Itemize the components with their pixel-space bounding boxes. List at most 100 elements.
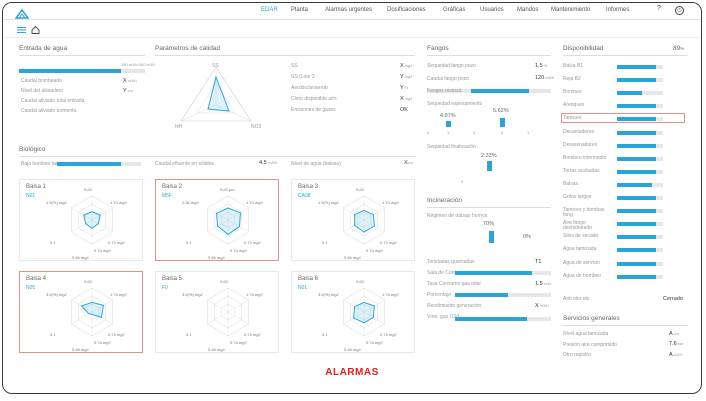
home-icon[interactable] (31, 25, 40, 34)
basin-radar-label: 0.46 mg/l (72, 347, 89, 352)
calidad-row-label: SS (291, 63, 298, 69)
disp-item-label: Tamices y bombas fang (563, 207, 605, 219)
entrada-row-value: Xm3/h (123, 78, 137, 84)
radar-axis (227, 219, 249, 233)
servicio-row-value: Acm (669, 331, 679, 337)
biologico-mid-num: 4.5 (259, 160, 267, 166)
incin-row-label: Tasa Consumo gas total (427, 281, 481, 287)
fangos-sub3: Sequedad finalización (427, 144, 476, 150)
radar-series (83, 211, 101, 230)
basin-radar-label: 1.74 mg/l (246, 200, 263, 205)
basin-radar (342, 195, 386, 245)
app-window: EDAR Planta Alarmas urgentes Dosificacio… (2, 2, 702, 394)
basin-card[interactable]: Balsa 2 M5F 0.63 μm 1.74 mg/l 2.56 mg/l 9.1 0.… (155, 179, 279, 261)
basin-radar (70, 195, 114, 245)
basin-card[interactable]: Balsa 6 N01 0.63 1.74 mg/l 3.5(%) mg/l 9.1 0.7… (291, 271, 415, 353)
biologico-mid-value: 4.5 m3/h (259, 160, 277, 166)
disp-item-bar (617, 104, 657, 109)
servicios-title: Servicios generales (563, 315, 620, 322)
alarm-banner[interactable]: ALARMAS (325, 367, 379, 378)
disp-item-bar (617, 248, 657, 253)
basin-radar-label: 3.5(%) mg/l (182, 292, 203, 297)
power-icon[interactable]: ⏻ (675, 6, 684, 15)
basin-card[interactable]: Balsa 3 CA08 0.63 1.74 mg/l 1.5(%) mg/l 9.1 0.… (291, 179, 415, 261)
servicio-row-label: Presión aire comprimido (563, 341, 617, 348)
disponibilidad-title: Disponibilidad (563, 45, 604, 52)
biologico-right-label: Nivel de agua (balsas) (291, 161, 341, 167)
radar-axis (343, 219, 365, 233)
biologico-right-unit: cm (407, 160, 414, 165)
fangos-title: Fangos (427, 45, 449, 52)
radar-axis (91, 311, 113, 325)
incineracion-pct-b: 0% (523, 234, 531, 240)
basin-radar-label: 0.63 (356, 187, 364, 192)
basin-radar-label: 9.1 (322, 332, 328, 337)
entrada-row-value-unit: m3/h (127, 77, 137, 83)
basin-card[interactable]: Balsa 4 N05 0.63 1.74 mg/l 3.5(%) mg/l 9.1 0.7… (19, 271, 143, 353)
entrada-bar (19, 69, 121, 73)
incin-row-value-number: X (535, 302, 539, 309)
nav-item-mantenimiento[interactable]: Mantenimiento (551, 7, 591, 13)
calidad-row-value-number: OK (400, 106, 408, 113)
basin-radar-label: 0.63 (84, 279, 92, 284)
basin-tag: N01 (298, 285, 308, 291)
entrada-row-value: Ycm (123, 88, 133, 94)
disp-item-label: Agua de bombeo (563, 272, 602, 279)
basin-card[interactable]: Balsa 1 N01 0.63 1.74 mg/l 1.5(%) mg/l 9.1 0.7… (19, 179, 143, 261)
servicio-row-value-unit: cm (673, 330, 680, 336)
incin-row-label: Toneladas quemadas (427, 259, 475, 265)
nav-item-informes[interactable]: Informes (606, 7, 630, 13)
nav-item-graficas[interactable]: Gráficas (443, 7, 466, 13)
nav-item-alarmas[interactable]: Alarmas urgentes (325, 7, 373, 13)
radar-axis (227, 207, 249, 221)
radar-axis (207, 311, 229, 325)
fangos-row-value-number: 120 (535, 75, 545, 81)
disp-item-label: Tamices (563, 115, 582, 122)
nav-item-usuarios[interactable]: Usuarios (480, 7, 504, 13)
radar-axis (227, 311, 249, 325)
disp-item-label: Grifos largos (563, 194, 592, 200)
fangos-row-value (535, 100, 536, 106)
nav-item-edar[interactable]: EDAR (261, 7, 278, 13)
basin-card[interactable]: Balsa 5 F0 0.63 1.74 mg/l 3.5(%) mg/l 9.1 0.74… (155, 271, 279, 353)
calidad-row-value-unit: % (404, 84, 409, 90)
disp-item-bar (617, 91, 643, 96)
disp-item-label: Balsa B1 (563, 63, 584, 69)
disp-item-selected-frame[interactable] (561, 113, 685, 124)
menu-icon[interactable] (17, 27, 26, 33)
radar-axis (91, 299, 113, 313)
biologico-right-num: X (404, 160, 408, 166)
basin-radar-label: 9.1 (322, 240, 328, 245)
calidad-row-value: Ymg/l (400, 74, 412, 80)
radar-axis (207, 299, 229, 313)
basin-name: Balsa 2 (162, 184, 183, 190)
basin-radar-label: 0.63 (356, 279, 364, 284)
fangos-pct1: 4.97% (440, 113, 456, 119)
basin-radar-label: 9.1 (50, 332, 56, 337)
help-icon[interactable]: ? (657, 5, 661, 12)
basin-radar-label: 0.74 mg/l (366, 248, 383, 253)
fangos-tick: 1 (447, 130, 450, 135)
fangos-row-value-unit: % (543, 62, 548, 68)
calidad-row-label: Aerobic/anaerob (291, 85, 328, 91)
disp-item-label: Bombeo intermedio (563, 154, 607, 161)
incin-row-value: 1.5m3/t (535, 281, 551, 287)
disp-item-bar (617, 169, 657, 174)
disp-item-label: Decantadores (563, 128, 595, 135)
disp-item-label: Desarenadores (563, 141, 598, 148)
basin-radar-label: 0.74 mg/l (366, 340, 383, 345)
nav-item-mandos[interactable]: Mandos (517, 7, 539, 13)
entrada-title: Entrada de agua (19, 45, 68, 52)
nav-item-planta[interactable]: Planta (291, 7, 309, 13)
radar-axis (91, 219, 113, 233)
incineracion-title: Incineración (427, 197, 463, 204)
nav-item-dosificaciones[interactable]: Dosificaciones (387, 7, 426, 13)
incineracion-gauge-a (489, 231, 494, 243)
entrada-row-label: Caudal aliviado tormenta (21, 108, 77, 114)
radar-label-nh: NH (175, 124, 183, 130)
biologico-title: Biológico (19, 146, 46, 153)
servicio-row-label: Nivel agua tamizada (563, 331, 609, 337)
basin-radar-label: 1.5(%) mg/l (318, 200, 339, 205)
disp-item-bar (617, 274, 657, 279)
calidad-row-value-number: Y (400, 73, 404, 80)
